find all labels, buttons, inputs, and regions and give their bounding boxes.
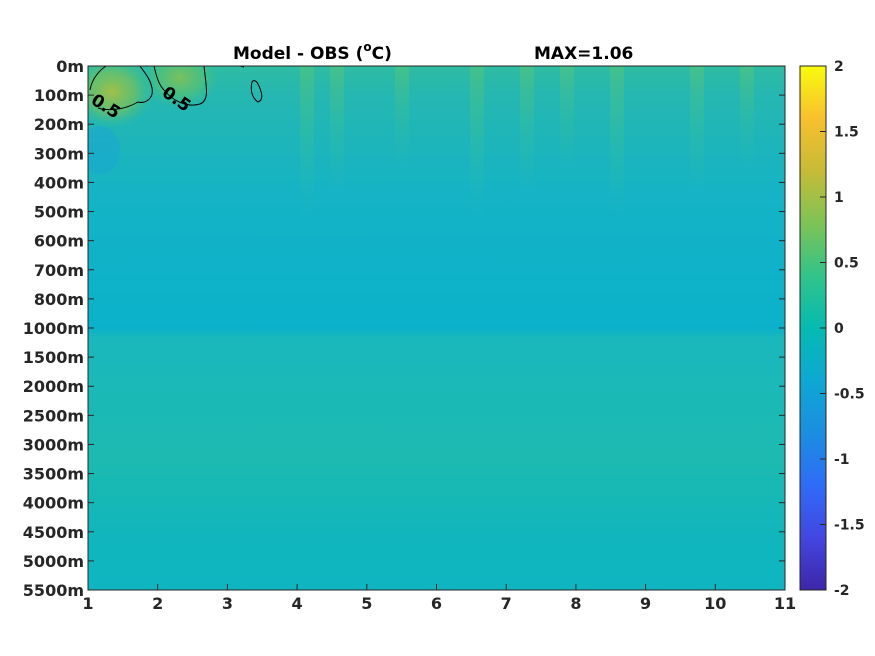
y-tick-label: 2500m: [23, 406, 84, 425]
colorbar-tick-label: -2: [834, 583, 850, 599]
field-background: [88, 66, 785, 590]
y-tick-label: 700m: [34, 261, 84, 280]
colorbar-tick-label: 1: [834, 190, 844, 206]
surface-streak: [610, 66, 624, 216]
x-tick-label: 10: [704, 594, 726, 613]
title-superscript: o: [363, 40, 371, 54]
title-main: Model - OBS (: [233, 44, 363, 64]
y-tick-label: 1500m: [23, 348, 84, 367]
y-tick-label: 800m: [34, 290, 84, 309]
title-unit: C): [372, 44, 392, 64]
cool-patch: [88, 126, 120, 174]
y-tick-label: 500m: [34, 203, 84, 222]
chart-title: Model - OBS (oC): [233, 40, 392, 64]
surface-streak: [330, 66, 344, 191]
x-tick-label: 9: [640, 594, 651, 613]
surface-streaks: [300, 66, 754, 216]
y-axis: 0m 100m 200m 300m 400m 500m 600m 700m 800m 1000m 1…: [23, 57, 785, 600]
y-tick-label: 100m: [34, 86, 84, 105]
colorbar-tick-label: -0.5: [834, 387, 865, 403]
surface-streak: [300, 66, 314, 216]
x-tick-label: 11: [774, 594, 796, 613]
plot-area: [88, 66, 785, 590]
y-tick-label: 5500m: [23, 581, 84, 600]
y-tick-label: 4000m: [23, 494, 84, 513]
y-tick-label: 0m: [56, 57, 84, 76]
x-tick-label: 6: [431, 594, 442, 613]
max-label: MAX=1.06: [534, 44, 633, 64]
surface-streak: [520, 66, 534, 191]
colorbar-tick-label: 2: [834, 59, 844, 75]
contour-line-2: [153, 65, 207, 106]
surface-streak: [560, 66, 574, 166]
y-tick-label: 600m: [34, 232, 84, 251]
y-tick-label: 5000m: [23, 552, 84, 571]
colorbar-tick-label: 0.5: [834, 256, 859, 272]
colorbar-ticks: 2 1.5 1 0.5 0 -0.5 -1 -1.5 -2: [820, 59, 865, 599]
x-tick-label: 2: [152, 594, 163, 613]
x-tick-label: 5: [361, 594, 372, 613]
x-axis: 1 2 3 4 5 6 7 8 9 10 11: [82, 584, 796, 613]
warm-patch-2: [142, 66, 218, 108]
x-tick-label: 7: [501, 594, 512, 613]
y-tick-label: 3500m: [23, 465, 84, 484]
y-tick-label: 200m: [34, 115, 84, 134]
surface-streak: [740, 66, 754, 166]
y-tick-label: 300m: [34, 144, 84, 163]
warm-patch-1: [88, 66, 154, 128]
surface-streak: [395, 66, 409, 166]
y-tick-label: 3000m: [23, 435, 84, 454]
x-tick-label: 8: [570, 594, 581, 613]
colorbar-tick-label: 0: [834, 321, 844, 337]
contour-line-3: [250, 80, 263, 103]
colorbar-tick-label: 1.5: [834, 125, 859, 141]
x-tick-label: 1: [82, 594, 93, 613]
contour-line-1: [89, 65, 153, 111]
y-tick-label: 400m: [34, 173, 84, 192]
y-tick-label: 1000m: [23, 319, 84, 338]
surface-streak: [690, 66, 704, 191]
colorbar-tick-label: -1.5: [834, 518, 865, 534]
surface-streak: [470, 66, 484, 216]
y-tick-label: 2000m: [23, 377, 84, 396]
colorbar-tick-label: -1: [834, 452, 850, 468]
x-tick-label: 4: [292, 594, 303, 613]
y-tick-label: 4500m: [23, 523, 84, 542]
x-tick-label: 3: [222, 594, 233, 613]
